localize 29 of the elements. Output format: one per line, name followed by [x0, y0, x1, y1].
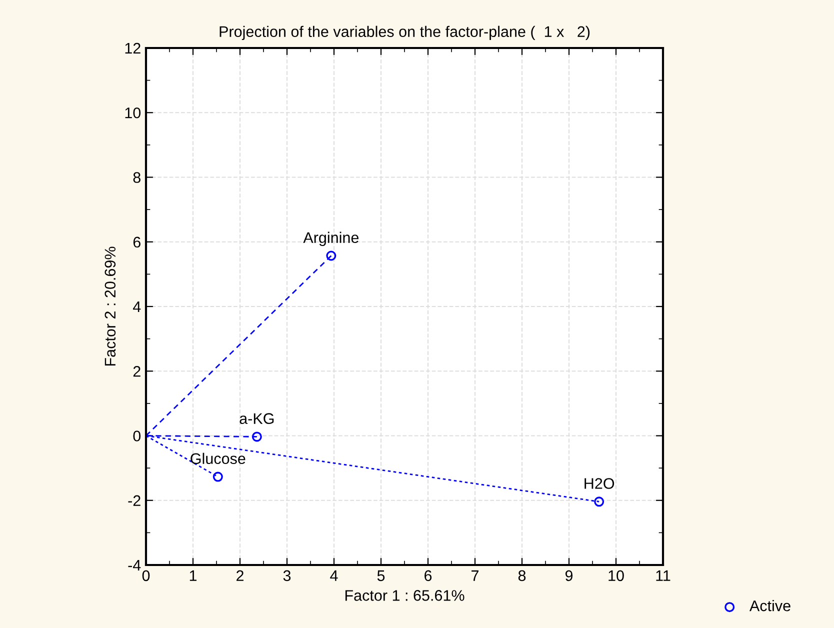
x-tick-label: 9	[565, 570, 573, 582]
legend-label: Active	[749, 600, 790, 612]
y-tick-label: -2	[128, 495, 140, 506]
x-tick-label: 7	[472, 570, 478, 581]
x-tick-label: 0	[142, 570, 150, 582]
y-tick-label: 10	[125, 107, 141, 118]
y-tick-label: 2	[133, 366, 140, 377]
x-tick-label: 8	[518, 570, 526, 582]
x-tick-label: 10	[608, 570, 624, 582]
y-tick-label: 8	[133, 172, 140, 183]
y-tick-label: 6	[133, 236, 140, 248]
x-tick-label: 6	[424, 570, 432, 582]
y-tick-label: -4	[128, 560, 141, 571]
y-tick-label: 4	[132, 302, 141, 312]
x-axis-title: Factor 1 : 65.61%	[345, 590, 464, 601]
chart-title: Projection of the variables on the factor-plane ( 1 x 2)	[220, 26, 590, 40]
x-tick-label: 11	[656, 570, 670, 581]
annotation: a-KG	[240, 413, 274, 424]
annotation: H2O	[584, 478, 614, 489]
y-tick-label: 0	[133, 430, 141, 442]
x-tick-label: 1	[190, 570, 197, 581]
y-tick-label: 12	[125, 42, 140, 54]
annotation: Glucose	[190, 452, 246, 464]
x-tick-label: 4	[330, 570, 338, 581]
x-tick-label: 2	[236, 570, 244, 581]
y-axis-title: Factor 2 : 20.69%	[104, 246, 116, 366]
annotation: Arginine	[303, 232, 359, 246]
x-tick-label: 3	[283, 570, 291, 582]
x-tick-label: 5	[377, 570, 385, 582]
